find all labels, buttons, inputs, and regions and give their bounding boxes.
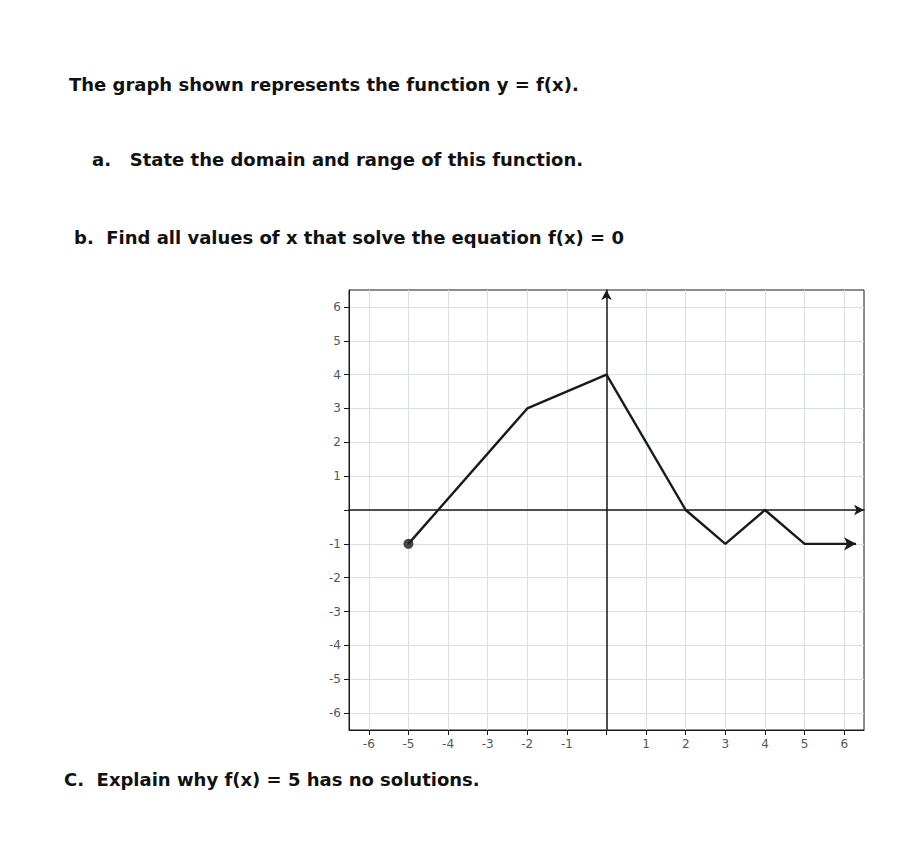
- svg-text:4: 4: [761, 737, 769, 751]
- svg-text:-1: -1: [329, 537, 341, 551]
- svg-text:-4: -4: [442, 737, 454, 751]
- svg-text:-5: -5: [402, 737, 414, 751]
- svg-text:-6: -6: [363, 737, 375, 751]
- svg-text:-5: -5: [329, 672, 341, 686]
- svg-text:5: 5: [801, 737, 809, 751]
- svg-text:a. State the domain and rang: a. State the domain and range of this fu…: [92, 149, 583, 170]
- svg-text:6: 6: [333, 300, 341, 314]
- svg-text:-4: -4: [329, 638, 341, 652]
- svg-text:-1: -1: [561, 737, 573, 751]
- svg-text:4: 4: [333, 368, 341, 382]
- svg-text:-6: -6: [329, 706, 341, 720]
- svg-text:1: 1: [642, 737, 650, 751]
- svg-text:2: 2: [333, 435, 341, 449]
- svg-text:The graph shown represents the: The graph shown represents the function …: [69, 74, 579, 95]
- svg-text:5: 5: [333, 334, 341, 348]
- svg-text:6: 6: [840, 737, 848, 751]
- svg-text:3: 3: [333, 401, 341, 415]
- svg-text:3: 3: [722, 737, 730, 751]
- svg-text:C. Explain why f(x) = 5 has n: C. Explain why f(x) = 5 has no solutions…: [64, 769, 480, 790]
- svg-text:b. Find all values of x that: b. Find all values of x that solve the e…: [74, 227, 624, 248]
- svg-text:-3: -3: [329, 605, 341, 619]
- svg-text:-2: -2: [521, 737, 533, 751]
- svg-text:-3: -3: [482, 737, 494, 751]
- svg-text:2: 2: [682, 737, 690, 751]
- svg-text:-2: -2: [329, 571, 341, 585]
- svg-text:1: 1: [333, 469, 341, 483]
